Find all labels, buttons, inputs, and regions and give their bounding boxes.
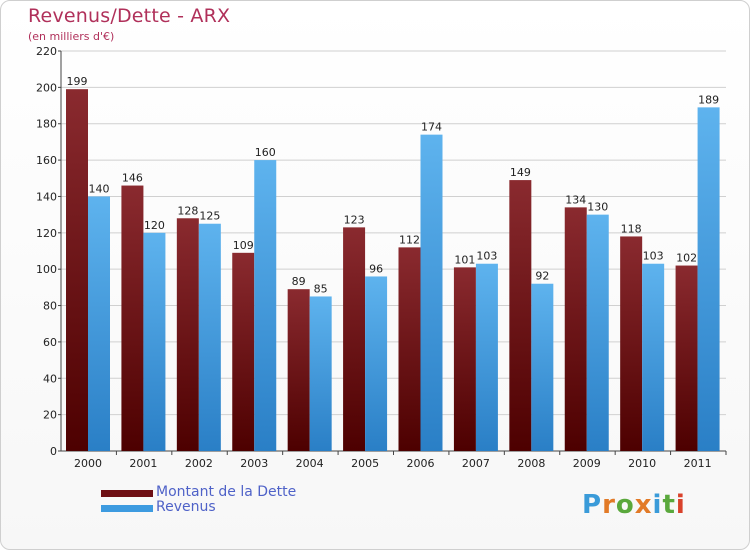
bar-revenus-2005: [365, 276, 388, 451]
data-label-revenus-2010: 103: [643, 250, 664, 263]
bar-dette-2001: [121, 185, 144, 451]
bar-dette-2003: [232, 252, 255, 451]
bar-dette-2004: [287, 289, 310, 451]
y-tick-label: 200: [36, 81, 57, 94]
bar-dette-2009: [564, 207, 587, 451]
legend-swatch-revenus: [101, 505, 153, 512]
x-tick-label: 2000: [74, 457, 102, 470]
y-tick-label: 40: [43, 372, 57, 385]
data-label-dette-2007: 101: [454, 253, 475, 266]
data-label-dette-2006: 112: [399, 233, 420, 246]
x-tick-label: 2010: [628, 457, 656, 470]
x-tick-label: 2003: [240, 457, 268, 470]
bar-revenus-2000: [88, 196, 110, 451]
x-tick-label: 2007: [462, 457, 490, 470]
bar-revenus-2007: [475, 263, 498, 451]
bar-revenus-2011: [697, 107, 720, 451]
axes: 0 20 40 60 80 100 120 140 160 180 200 220 2000 2001 20…: [36, 45, 727, 470]
data-label-revenus-2003: 160: [255, 146, 276, 159]
bar-dette-2008: [509, 180, 532, 451]
data-label-dette-2008: 149: [510, 166, 531, 179]
logo-letter: t: [662, 490, 676, 520]
y-tick-label: 0: [50, 445, 57, 458]
proxiti-logo: Proxiti: [582, 490, 686, 520]
data-label-revenus-2000: 140: [89, 182, 110, 195]
legend-label-revenus: Revenus: [156, 499, 216, 515]
data-label-dette-2011: 102: [676, 252, 697, 265]
bar-revenus-2006: [420, 134, 443, 452]
bar-dette-2011: [675, 265, 698, 451]
data-labels: 199 140 146 120 128 125 109 160 89 85 123 96 112 174 1…: [67, 75, 720, 295]
bar-dette-2005: [343, 227, 366, 451]
data-label-dette-2005: 123: [344, 213, 365, 226]
y-tick-label: 160: [36, 154, 57, 167]
y-tick-label: 140: [36, 190, 57, 203]
data-label-revenus-2004: 85: [314, 282, 328, 295]
data-label-revenus-2006: 174: [421, 121, 442, 134]
legend-label-dette: Montant de la Dette: [156, 484, 297, 500]
x-tick-label: 2006: [407, 457, 435, 470]
logo-letter: i: [652, 490, 663, 520]
y-tick-label: 180: [36, 118, 57, 131]
logo-letter: P: [582, 490, 603, 520]
y-tick-label: 60: [43, 336, 57, 349]
legend-swatch-dette: [101, 490, 153, 497]
bars: [66, 89, 720, 452]
data-label-dette-2010: 118: [621, 222, 642, 235]
data-label-revenus-2005: 96: [369, 262, 383, 275]
y-tick-label: 100: [36, 263, 57, 276]
data-label-dette-2001: 146: [122, 172, 143, 185]
bar-revenus-2009: [586, 214, 609, 451]
data-label-revenus-2002: 125: [199, 210, 220, 223]
chart-title: Revenus/Dette - ARX: [28, 5, 231, 27]
bar-dette-2000: [66, 89, 88, 451]
data-label-revenus-2001: 120: [144, 219, 165, 232]
grid-lines: [61, 50, 726, 416]
x-tick-label: 2005: [351, 457, 379, 470]
bar-revenus-2002: [198, 223, 221, 451]
bar-revenus-2010: [642, 263, 665, 451]
data-label-dette-2009: 134: [565, 193, 586, 206]
x-tick-label: 2011: [684, 457, 712, 470]
logo-letter: i: [675, 490, 686, 520]
logo-letter: x: [634, 490, 653, 520]
x-tick-label: 2009: [573, 457, 601, 470]
data-label-dette-2003: 109: [233, 239, 254, 252]
logo-letter: o: [615, 490, 635, 520]
data-label-revenus-2009: 130: [587, 201, 608, 214]
bar-dette-2010: [620, 236, 643, 451]
bar-revenus-2001: [143, 232, 166, 451]
data-label-revenus-2008: 92: [535, 270, 549, 283]
data-label-dette-2004: 89: [292, 275, 306, 288]
bar-dette-2006: [398, 247, 421, 451]
data-label-dette-2000: 199: [67, 75, 88, 88]
logo-letter: r: [602, 490, 616, 520]
chart-subtitle: (en milliers d'€): [28, 30, 115, 43]
data-label-revenus-2011: 189: [698, 93, 719, 106]
y-tick-label: 80: [43, 300, 57, 313]
x-tick-label: 2001: [129, 457, 157, 470]
bar-revenus-2004: [309, 296, 332, 451]
bar-dette-2002: [176, 218, 199, 451]
x-tick-label: 2008: [517, 457, 545, 470]
y-tick-label: 220: [36, 45, 57, 58]
data-label-revenus-2007: 103: [476, 250, 497, 263]
y-tick-label: 20: [43, 409, 57, 422]
y-tick-label: 120: [36, 227, 57, 240]
x-tick-label: 2002: [185, 457, 213, 470]
bar-dette-2007: [453, 267, 476, 451]
bar-revenus-2008: [531, 283, 554, 451]
data-label-dette-2002: 128: [177, 204, 198, 217]
bar-revenus-2003: [254, 160, 277, 451]
x-tick-label: 2004: [296, 457, 324, 470]
